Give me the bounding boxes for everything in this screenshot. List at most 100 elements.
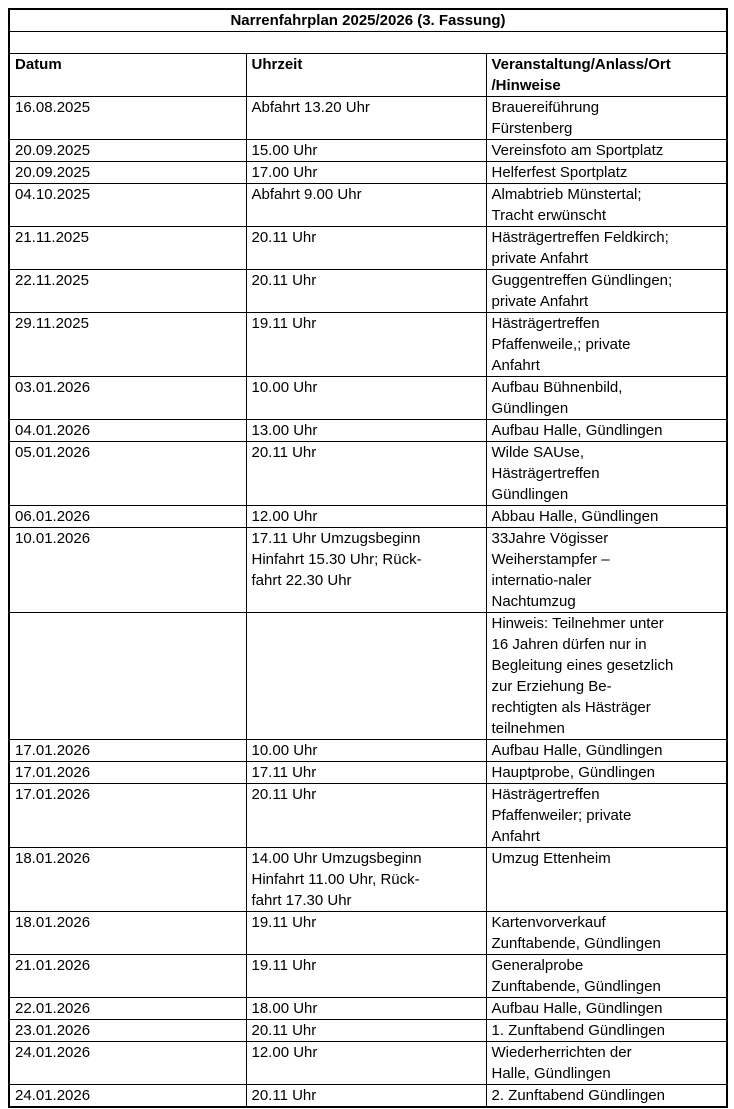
- cell-veranstaltung: Hinweis: Teilnehmer unter 16 Jahren dürf…: [485, 612, 728, 740]
- cell-datum: 04.10.2025: [8, 183, 247, 227]
- table-row: 23.01.2026 20.11 Uhr 1. Zunftabend Gündl…: [8, 1019, 728, 1042]
- cell-uhrzeit: 19.11 Uhr: [245, 911, 487, 955]
- table-row: 17.01.2026 10.00 Uhr Aufbau Halle, Gündl…: [8, 739, 728, 762]
- cell-datum: 17.01.2026: [8, 783, 247, 848]
- cell-uhrzeit: 14.00 Uhr Umzugsbeginn Hinfahrt 11.00 Uh…: [245, 847, 487, 912]
- table-row: 18.01.2026 14.00 Uhr Umzugsbeginn Hinfah…: [8, 847, 728, 912]
- cell-uhrzeit: 18.00 Uhr: [245, 997, 487, 1020]
- spacer-cell: [8, 31, 728, 54]
- cell-datum: 06.01.2026: [8, 505, 247, 528]
- cell-datum: 23.01.2026: [8, 1019, 247, 1042]
- table-row: 05.01.2026 20.11 Uhr Wilde SAUse, Hästrä…: [8, 441, 728, 506]
- cell-uhrzeit: 15.00 Uhr: [245, 139, 487, 162]
- cell-datum: 24.01.2026: [8, 1041, 247, 1085]
- cell-uhrzeit: 19.11 Uhr: [245, 312, 487, 377]
- cell-datum: 10.01.2026: [8, 527, 247, 613]
- cell-veranstaltung: Hästrägertreffen Feldkirch; private Anfa…: [485, 226, 728, 270]
- narrenfahrplan-table: Narrenfahrplan 2025/2026 (3. Fassung) Da…: [8, 8, 729, 1108]
- cell-datum: 20.09.2025: [8, 139, 247, 162]
- cell-uhrzeit: 13.00 Uhr: [245, 419, 487, 442]
- cell-veranstaltung: 33Jahre Vögisser Weiherstampfer – intern…: [485, 527, 728, 613]
- col-header-uhrzeit: Uhrzeit: [245, 53, 487, 97]
- cell-datum: 22.11.2025: [8, 269, 247, 313]
- table-row: 10.01.2026 17.11 Uhr Umzugsbeginn Hinfah…: [8, 527, 728, 613]
- cell-veranstaltung: Abbau Halle, Gündlingen: [485, 505, 728, 528]
- table-row: 04.01.2026 13.00 Uhr Aufbau Halle, Gündl…: [8, 419, 728, 442]
- cell-uhrzeit: 17.11 Uhr Umzugsbeginn Hinfahrt 15.30 Uh…: [245, 527, 487, 613]
- cell-veranstaltung: Kartenvorverkauf Zunftabende, Gündlingen: [485, 911, 728, 955]
- cell-uhrzeit: 19.11 Uhr: [245, 954, 487, 998]
- cell-veranstaltung: Aufbau Halle, Gündlingen: [485, 739, 728, 762]
- table-row: 06.01.2026 12.00 Uhr Abbau Halle, Gündli…: [8, 505, 728, 528]
- table-row: 18.01.2026 19.11 Uhr Kartenvorverkauf Zu…: [8, 911, 728, 955]
- cell-datum: 22.01.2026: [8, 997, 247, 1020]
- cell-veranstaltung: Aufbau Halle, Gündlingen: [485, 997, 728, 1020]
- cell-veranstaltung: Guggentreffen Gündlingen; private Anfahr…: [485, 269, 728, 313]
- cell-datum: 04.01.2026: [8, 419, 247, 442]
- cell-datum: 16.08.2025: [8, 96, 247, 140]
- cell-datum: [8, 612, 247, 740]
- cell-veranstaltung: Brauereiführung Fürstenberg: [485, 96, 728, 140]
- table-row: 21.01.2026 19.11 Uhr Generalprobe Zunfta…: [8, 954, 728, 998]
- cell-uhrzeit: 12.00 Uhr: [245, 1041, 487, 1085]
- cell-uhrzeit: 20.11 Uhr: [245, 1084, 487, 1108]
- cell-uhrzeit: 17.00 Uhr: [245, 161, 487, 184]
- cell-veranstaltung: Helferfest Sportplatz: [485, 161, 728, 184]
- cell-veranstaltung: Umzug Ettenheim: [485, 847, 728, 912]
- cell-uhrzeit: 20.11 Uhr: [245, 1019, 487, 1042]
- cell-veranstaltung: Hauptprobe, Gündlingen: [485, 761, 728, 784]
- table-row: 03.01.2026 10.00 Uhr Aufbau Bühnenbild, …: [8, 376, 728, 420]
- cell-datum: 24.01.2026: [8, 1084, 247, 1108]
- cell-uhrzeit: 12.00 Uhr: [245, 505, 487, 528]
- table-row: 29.11.2025 19.11 Uhr Hästrägertreffen Pf…: [8, 312, 728, 377]
- table-row: 17.01.2026 17.11 Uhr Hauptprobe, Gündlin…: [8, 761, 728, 784]
- cell-uhrzeit: Abfahrt 9.00 Uhr: [245, 183, 487, 227]
- cell-datum: 20.09.2025: [8, 161, 247, 184]
- cell-uhrzeit: 20.11 Uhr: [245, 441, 487, 506]
- table-row: 24.01.2026 20.11 Uhr 2. Zunftabend Gündl…: [8, 1084, 728, 1108]
- cell-datum: 17.01.2026: [8, 739, 247, 762]
- table-row: 24.01.2026 12.00 Uhr Wiederherrichten de…: [8, 1041, 728, 1085]
- page-title: Narrenfahrplan 2025/2026 (3. Fassung): [8, 8, 728, 32]
- cell-uhrzeit: 20.11 Uhr: [245, 269, 487, 313]
- table-row: Hinweis: Teilnehmer unter 16 Jahren dürf…: [8, 612, 728, 740]
- table-row: 21.11.2025 20.11 Uhr Hästrägertreffen Fe…: [8, 226, 728, 270]
- table-row: 17.01.2026 20.11 Uhr Hästrägertreffen Pf…: [8, 783, 728, 848]
- cell-datum: 05.01.2026: [8, 441, 247, 506]
- cell-veranstaltung: Hästrägertreffen Pfaffenweiler; private …: [485, 783, 728, 848]
- cell-uhrzeit: 10.00 Uhr: [245, 739, 487, 762]
- cell-datum: 21.01.2026: [8, 954, 247, 998]
- spacer-row: [8, 31, 728, 54]
- table-row: 22.11.2025 20.11 Uhr Guggentreffen Gündl…: [8, 269, 728, 313]
- cell-datum: 21.11.2025: [8, 226, 247, 270]
- cell-datum: 18.01.2026: [8, 911, 247, 955]
- cell-veranstaltung: 1. Zunftabend Gündlingen: [485, 1019, 728, 1042]
- cell-veranstaltung: Wilde SAUse, Hästrägertreffen Gündlingen: [485, 441, 728, 506]
- cell-veranstaltung: Wiederherrichten der Halle, Gündlingen: [485, 1041, 728, 1085]
- cell-veranstaltung: 2. Zunftabend Gündlingen: [485, 1084, 728, 1108]
- cell-veranstaltung: Hästrägertreffen Pfaffenweile,; private …: [485, 312, 728, 377]
- table-row: 22.01.2026 18.00 Uhr Aufbau Halle, Gündl…: [8, 997, 728, 1020]
- col-header-datum: Datum: [8, 53, 247, 97]
- cell-veranstaltung: Almabtrieb Münstertal; Tracht erwünscht: [485, 183, 728, 227]
- cell-veranstaltung: Generalprobe Zunftabende, Gündlingen: [485, 954, 728, 998]
- cell-datum: 18.01.2026: [8, 847, 247, 912]
- cell-veranstaltung: Aufbau Bühnenbild, Gündlingen: [485, 376, 728, 420]
- col-header-veranstaltung: Veranstaltung/Anlass/Ort /Hinweise: [485, 53, 728, 97]
- cell-uhrzeit: 20.11 Uhr: [245, 783, 487, 848]
- cell-uhrzeit: Abfahrt 13.20 Uhr: [245, 96, 487, 140]
- header-row: Datum Uhrzeit Veranstaltung/Anlass/Ort /…: [8, 53, 728, 97]
- cell-veranstaltung: Vereinsfoto am Sportplatz: [485, 139, 728, 162]
- title-row: Narrenfahrplan 2025/2026 (3. Fassung): [8, 8, 728, 32]
- cell-datum: 03.01.2026: [8, 376, 247, 420]
- cell-veranstaltung: Aufbau Halle, Gündlingen: [485, 419, 728, 442]
- cell-uhrzeit: 17.11 Uhr: [245, 761, 487, 784]
- table-row: 20.09.2025 17.00 Uhr Helferfest Sportpla…: [8, 161, 728, 184]
- schedule-body: Narrenfahrplan 2025/2026 (3. Fassung) Da…: [8, 8, 728, 1108]
- cell-datum: 29.11.2025: [8, 312, 247, 377]
- table-row: 20.09.2025 15.00 Uhr Vereinsfoto am Spor…: [8, 139, 728, 162]
- cell-uhrzeit: [245, 612, 487, 740]
- cell-uhrzeit: 10.00 Uhr: [245, 376, 487, 420]
- table-row: 04.10.2025 Abfahrt 9.00 Uhr Almabtrieb M…: [8, 183, 728, 227]
